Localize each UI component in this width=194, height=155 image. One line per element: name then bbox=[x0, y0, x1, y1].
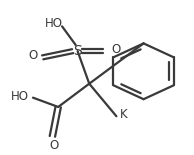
Text: O: O bbox=[112, 43, 121, 56]
Text: K: K bbox=[119, 108, 127, 121]
Text: O: O bbox=[28, 49, 38, 62]
Text: HO: HO bbox=[10, 90, 28, 103]
Text: S: S bbox=[73, 44, 82, 58]
Text: O: O bbox=[50, 139, 59, 152]
Text: HO: HO bbox=[45, 17, 63, 30]
